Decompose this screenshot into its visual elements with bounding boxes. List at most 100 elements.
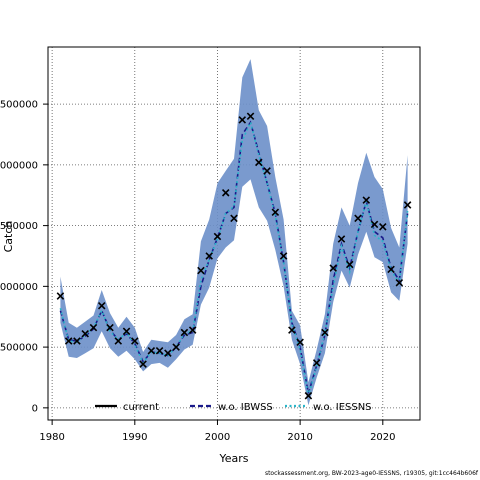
point-stroke — [246, 112, 255, 121]
point-stroke — [180, 328, 189, 337]
point-stroke — [147, 346, 156, 355]
point-stroke — [56, 292, 65, 300]
point-stroke — [197, 266, 205, 275]
current-point — [230, 214, 238, 223]
point-stroke — [221, 189, 230, 197]
current-point — [263, 167, 271, 175]
series-lines — [59, 119, 409, 396]
point-stroke — [97, 302, 106, 310]
current-point — [345, 260, 354, 269]
current-point — [64, 337, 73, 345]
current-point — [370, 220, 379, 229]
legend-label: w.o. IESSNS — [313, 402, 372, 413]
current-point — [106, 323, 114, 332]
current-point — [321, 328, 329, 337]
current-point — [354, 214, 362, 223]
point-stroke — [255, 158, 263, 167]
x-tick-label: 1990 — [122, 432, 147, 443]
point-stroke — [89, 323, 98, 332]
point-stroke — [155, 346, 164, 355]
y-tick-label: 1500000 — [0, 221, 38, 232]
plot-frame — [47, 46, 421, 421]
current-point — [271, 208, 280, 217]
current-point — [312, 359, 321, 367]
point-stroke — [106, 323, 114, 332]
current-point — [147, 346, 156, 355]
current-point — [337, 235, 346, 243]
current-point — [89, 323, 98, 332]
current-point — [205, 252, 213, 260]
point-stroke — [164, 349, 172, 357]
point-stroke — [114, 337, 123, 345]
point-stroke — [238, 116, 247, 124]
current-point — [155, 346, 164, 355]
point-stroke — [304, 391, 313, 400]
footer-caption: stockassessment.org, BW-2023-age0-IESSNS… — [265, 470, 479, 477]
legend-item: current — [95, 402, 159, 413]
point-stroke — [172, 343, 180, 351]
point-stroke — [131, 337, 139, 345]
current-point — [139, 360, 147, 368]
point-stroke — [81, 329, 89, 338]
x-tick-label: 2000 — [205, 432, 230, 443]
current-point — [279, 252, 288, 260]
point-stroke — [188, 326, 197, 334]
x-tick-label: 2020 — [370, 432, 395, 443]
current-point — [395, 278, 404, 287]
point-stroke — [370, 220, 379, 229]
y-axis-title: Catch — [2, 221, 15, 253]
current-point — [97, 302, 106, 310]
point-stroke — [312, 359, 321, 367]
current-point — [73, 337, 81, 345]
point-stroke — [403, 201, 412, 209]
point-stroke — [296, 338, 304, 347]
y-tick-label: 2000000 — [0, 160, 38, 171]
current-point — [164, 349, 172, 357]
current-point — [188, 326, 197, 334]
point-stroke — [329, 264, 337, 272]
point-stroke — [271, 208, 280, 217]
point-stroke — [379, 223, 387, 231]
point-stroke — [279, 252, 288, 260]
current-point — [213, 232, 222, 241]
x-axis-title: Years — [218, 452, 248, 465]
point-stroke — [64, 337, 73, 345]
legend: current w.o. IBWSS w.o. IESSNS — [95, 402, 372, 413]
current-point — [387, 265, 395, 274]
legend-label: current — [123, 402, 159, 413]
y-tick-label: 2500000 — [0, 100, 38, 111]
current-point — [81, 329, 89, 338]
legend-item: w.o. IBWSS — [190, 402, 273, 413]
series-line-w-o-iessns — [59, 119, 409, 396]
legend-label: w.o. IBWSS — [218, 402, 273, 413]
current-point — [296, 338, 304, 347]
current-point — [221, 189, 230, 197]
axes: 1980 1990 2000 2010 2020 0 500000 1000000 150000… — [0, 100, 396, 443]
point-stroke — [395, 278, 404, 287]
point-stroke — [387, 265, 395, 274]
current-point — [122, 327, 131, 336]
point-stroke — [362, 196, 371, 204]
point-stroke — [345, 260, 354, 269]
legend-item: w.o. IESSNS — [285, 402, 372, 413]
current-point — [197, 266, 205, 275]
current-markers — [56, 112, 412, 400]
point-stroke — [213, 232, 222, 241]
point-stroke — [337, 235, 346, 243]
point-stroke — [139, 360, 147, 368]
current-point — [238, 116, 247, 124]
current-point — [288, 326, 296, 334]
current-point — [180, 328, 189, 337]
y-tick-label: 1000000 — [0, 282, 38, 293]
current-point — [56, 292, 65, 300]
current-point — [246, 112, 255, 121]
point-stroke — [354, 214, 362, 223]
point-stroke — [321, 328, 329, 337]
current-point — [172, 343, 180, 351]
current-point — [403, 201, 412, 209]
x-tick-label: 2010 — [287, 432, 312, 443]
point-stroke — [73, 337, 81, 345]
y-tick-label: 0 — [32, 403, 38, 414]
point-stroke — [230, 214, 238, 223]
current-point — [255, 158, 263, 167]
